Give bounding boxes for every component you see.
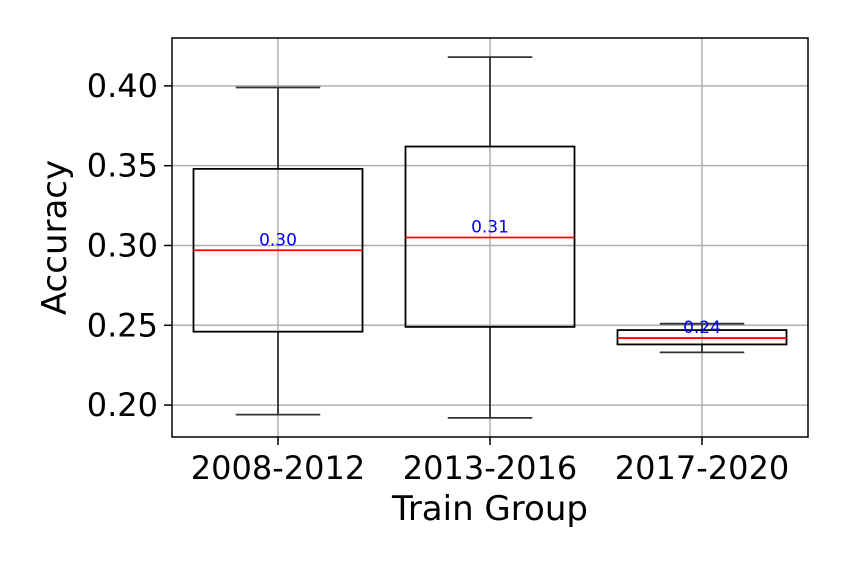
median-label: 0.30 — [259, 230, 297, 250]
median-label: 0.31 — [471, 218, 509, 238]
box-layer: 0.30 0.31 0.24 — [192, 56, 788, 419]
y-tick-label: 0.35 — [87, 147, 158, 185]
tick-layer: 0.20 0.25 0.30 0.35 0.40 2008-2012 2013-2016 20… — [87, 67, 789, 487]
y-axis-title: Accuracy — [35, 160, 75, 315]
x-axis-title: Train Group — [391, 489, 588, 529]
box-group: 0.30 — [192, 86, 364, 416]
box-group: 0.31 — [404, 56, 576, 419]
box-group: 0.24 — [616, 318, 788, 354]
y-tick-label: 0.40 — [87, 67, 158, 105]
y-tick-label: 0.20 — [87, 386, 158, 424]
y-tick-label: 0.30 — [87, 226, 158, 264]
y-tick-label: 0.25 — [87, 306, 158, 344]
x-tick-label: 2013-2016 — [403, 449, 577, 487]
x-tick-label: 2017-2020 — [615, 449, 789, 487]
median-label: 0.24 — [683, 318, 721, 338]
x-tick-label: 2008-2012 — [191, 449, 365, 487]
